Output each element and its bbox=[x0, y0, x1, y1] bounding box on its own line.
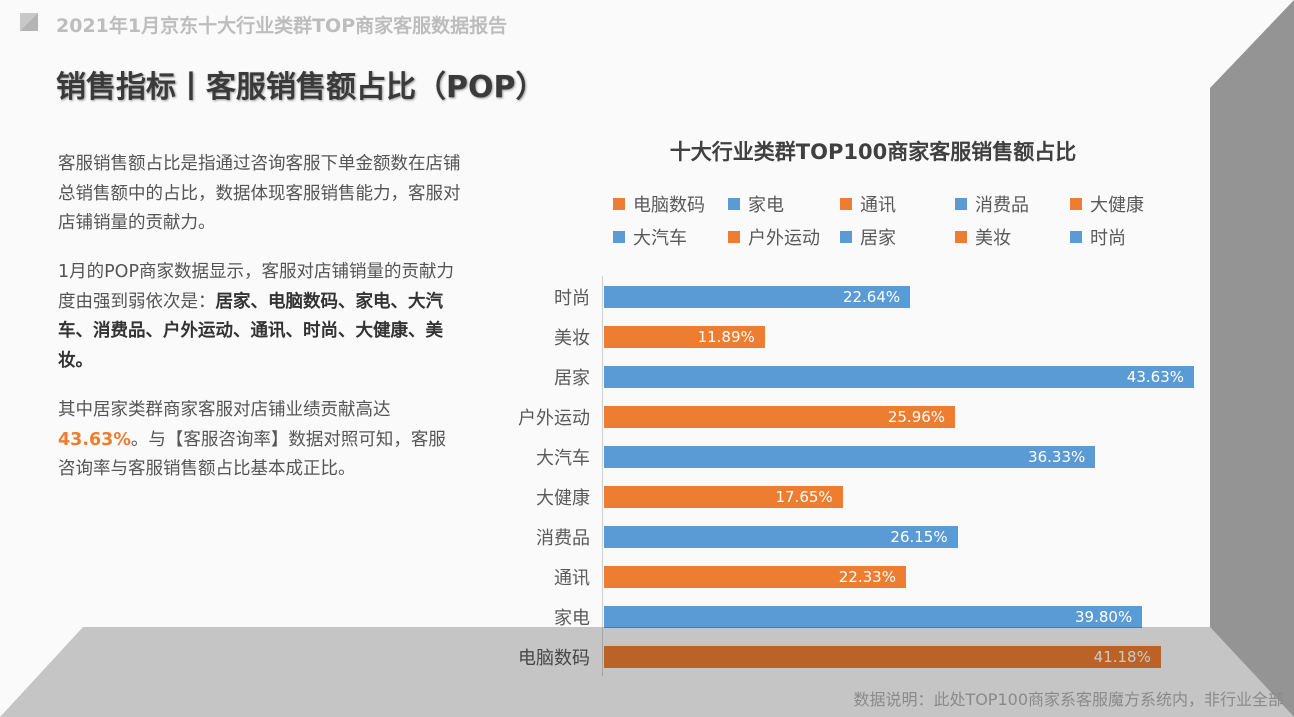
legend-item: 家电 bbox=[728, 191, 784, 217]
bar-value-label: 26.15% bbox=[890, 528, 948, 546]
legend-swatch bbox=[1070, 231, 1082, 243]
bar bbox=[604, 286, 911, 308]
category-label: 消费品 bbox=[536, 528, 590, 549]
category-label: 大健康 bbox=[536, 488, 590, 509]
legend-label: 消费品 bbox=[975, 195, 1029, 216]
legend-swatch bbox=[613, 198, 625, 210]
bar-value-label: 43.63% bbox=[1126, 368, 1184, 386]
ranking-list: 居家、电脑数码、家电、大汽车、消费品、户外运动、通讯、时尚、大健康、美妆。 bbox=[58, 291, 443, 371]
legend-label: 时尚 bbox=[1090, 228, 1126, 249]
data-note: 数据说明：此处TOP100商家系客服魔方系统内，非行业全部 bbox=[853, 690, 1284, 709]
legend-swatch bbox=[840, 231, 852, 243]
legend-swatch bbox=[955, 198, 967, 210]
legend-item: 时尚 bbox=[1070, 224, 1126, 250]
legend-label: 美妆 bbox=[975, 228, 1011, 249]
bar bbox=[604, 366, 1194, 388]
legend-item: 美妆 bbox=[955, 224, 1011, 250]
bar bbox=[604, 646, 1161, 668]
legend-item: 通讯 bbox=[840, 191, 896, 217]
legend-swatch bbox=[840, 198, 852, 210]
highlight-value: 43.63% bbox=[58, 429, 131, 450]
right-wall-shape bbox=[1210, 0, 1294, 717]
category-label: 通讯 bbox=[554, 568, 590, 589]
page-title: 销售指标丨客服销售额占比（POP） bbox=[56, 70, 546, 105]
category-label: 户外运动 bbox=[518, 408, 590, 429]
bar-value-label: 17.65% bbox=[775, 488, 833, 506]
bar-value-label: 25.96% bbox=[887, 408, 946, 426]
legend-item: 消费品 bbox=[955, 191, 1029, 217]
paragraph-ranking: 1月的POP商家数据显示，客服对店铺销量的贡献力度由强到弱依次是：居家、电脑数码… bbox=[58, 258, 463, 376]
legend-label: 通讯 bbox=[860, 195, 896, 216]
bar-value-label: 36.33% bbox=[1028, 448, 1086, 466]
chart-axis-line bbox=[602, 276, 603, 676]
chart-title: 十大行业类群TOP100商家客服销售额占比 bbox=[669, 140, 1077, 164]
legend-item: 户外运动 bbox=[728, 224, 820, 250]
highlight-intro: 其中居家类群商家客服对店铺业绩贡献高达 bbox=[58, 400, 391, 420]
bar bbox=[604, 406, 956, 428]
paragraph-highlight: 其中居家类群商家客服对店铺业绩贡献高达 43.63%。与【客服咨询率】数据对照可知… bbox=[58, 396, 463, 485]
legend-item: 电脑数码 bbox=[613, 191, 705, 217]
bar-value-label: 22.33% bbox=[838, 568, 896, 586]
category-label: 大汽车 bbox=[536, 448, 590, 469]
bar bbox=[604, 606, 1143, 628]
legend-label: 居家 bbox=[860, 228, 896, 249]
legend-item: 大健康 bbox=[1070, 191, 1144, 217]
bar-value-label: 22.64% bbox=[842, 288, 901, 306]
legend-label: 大健康 bbox=[1090, 195, 1144, 216]
bar bbox=[604, 326, 765, 348]
header-square-icon bbox=[20, 13, 38, 31]
bar bbox=[604, 446, 1096, 468]
legend-swatch bbox=[728, 231, 740, 243]
category-label: 时尚 bbox=[554, 288, 590, 309]
bar-value-label: 41.18% bbox=[1093, 648, 1151, 666]
category-label: 家电 bbox=[554, 608, 590, 629]
legend-swatch bbox=[728, 198, 740, 210]
legend-label: 大汽车 bbox=[633, 228, 687, 249]
legend-label: 户外运动 bbox=[748, 228, 820, 249]
bar-value-label: 39.80% bbox=[1075, 608, 1133, 626]
category-label: 电脑数码 bbox=[518, 648, 590, 669]
report-title: 2021年1月京东十大行业类群TOP商家客服数据报告 bbox=[56, 15, 508, 37]
bar bbox=[604, 566, 906, 588]
ranking-intro: 1月的POP商家数据显示，客服对店铺销量的贡献力度由强到弱依次是： bbox=[58, 262, 455, 312]
legend-item: 大汽车 bbox=[613, 224, 687, 250]
legend-label: 家电 bbox=[748, 195, 784, 216]
legend-label: 电脑数码 bbox=[633, 195, 705, 216]
legend-swatch bbox=[1070, 198, 1082, 210]
highlight-conclusion: 。与【客服咨询率】数据对照可知，客服咨询率与客服销售额占比基本成正比。 bbox=[58, 429, 446, 480]
bar-value-label: 11.89% bbox=[697, 328, 755, 346]
bar bbox=[604, 486, 843, 508]
legend-swatch bbox=[613, 231, 625, 243]
legend-swatch bbox=[955, 231, 967, 243]
paragraph-definition: 客服销售额占比是指通过咨询客服下单金额数在店铺总销售额中的占比，数据体现客服销售… bbox=[58, 154, 461, 233]
bar bbox=[604, 526, 958, 548]
category-label: 居家 bbox=[554, 368, 590, 389]
category-label: 美妆 bbox=[554, 328, 590, 349]
legend-item: 居家 bbox=[840, 224, 896, 250]
